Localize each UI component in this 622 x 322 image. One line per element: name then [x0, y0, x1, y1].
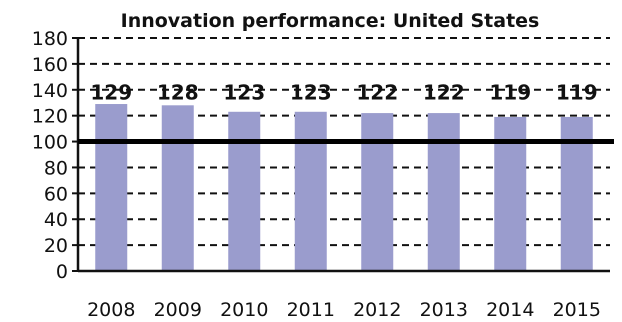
- y-tick-label: 180: [32, 28, 68, 50]
- data-label-2013: 122: [423, 80, 465, 104]
- axes: [72, 37, 610, 273]
- bar-2009: [161, 105, 194, 271]
- x-tick-label-2014: 2014: [486, 299, 534, 321]
- bar-2012: [361, 113, 394, 271]
- x-tick-label-2008: 2008: [87, 299, 135, 321]
- y-tick-label: 140: [32, 80, 68, 102]
- data-label-2011: 123: [290, 80, 332, 104]
- x-tick-label-2009: 2009: [154, 299, 202, 321]
- y-tick-label: 100: [32, 132, 68, 154]
- y-tick-labels: 0 20 40 60 80 100 120 140 160 180: [32, 28, 68, 283]
- y-tick-label: 80: [44, 157, 68, 179]
- data-label-2015: 119: [556, 80, 598, 104]
- data-labels: 129 128 123 123 122 122 119 119: [90, 80, 597, 104]
- y-tick-label: 40: [44, 209, 68, 231]
- y-tick-label: 0: [56, 261, 68, 283]
- x-tick-label-2012: 2012: [353, 299, 401, 321]
- bar-2011: [294, 111, 327, 272]
- bar-2013: [427, 113, 460, 271]
- y-tick-label: 60: [44, 183, 68, 205]
- x-tick-label-2010: 2010: [220, 299, 268, 321]
- y-tick-label: 120: [32, 106, 68, 128]
- x-tick-label-2013: 2013: [420, 299, 468, 321]
- bar-2010: [228, 111, 261, 272]
- chart-title: Innovation performance: United States: [121, 10, 540, 32]
- x-tick-label-2015: 2015: [553, 299, 601, 321]
- y-tick-label: 20: [44, 235, 68, 257]
- data-label-2012: 122: [356, 80, 398, 104]
- bar-2008: [95, 104, 128, 272]
- x-tick-labels: 2008 2009 2010 2011 2012 2013 2014 2015: [87, 299, 601, 321]
- data-label-2009: 128: [157, 80, 199, 104]
- x-tick-label-2011: 2011: [287, 299, 335, 321]
- data-label-2008: 129: [90, 80, 132, 104]
- data-label-2010: 123: [223, 80, 265, 104]
- y-tick-label: 160: [32, 54, 68, 76]
- data-label-2014: 119: [489, 80, 531, 104]
